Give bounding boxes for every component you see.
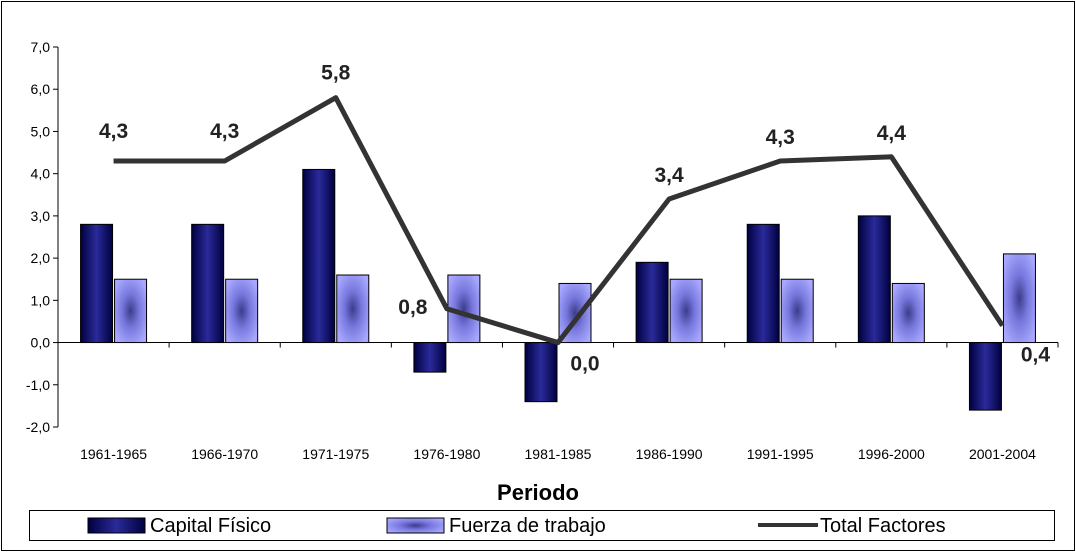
y-tick-label: 1,0 bbox=[31, 292, 51, 308]
x-tick-label: 1991-1995 bbox=[747, 446, 814, 462]
bar-capital-fisico bbox=[635, 261, 669, 344]
y-tick-label: 3,0 bbox=[31, 208, 51, 224]
legend-swatch-capital bbox=[87, 517, 146, 534]
x-tick-label: 1981-1985 bbox=[525, 446, 592, 462]
bar-capital-fisico bbox=[968, 342, 1002, 411]
bar-capital-fisico bbox=[80, 223, 114, 344]
data-label-total-factores: 4,4 bbox=[877, 122, 907, 145]
axis-layer: -2,0 -1,0 0,0 1,0 2,0 3,0 4,0 5,0 6,0 7,0 1961-196… bbox=[26, 39, 1059, 462]
line-layer bbox=[113, 95, 1005, 346]
x-axis-title: Periodo bbox=[497, 480, 579, 505]
x-tick-label: 1996-2000 bbox=[858, 446, 925, 462]
y-tick-label: 0,0 bbox=[31, 335, 51, 351]
y-tick-label: 6,0 bbox=[31, 81, 51, 97]
labels-layer: 4,3 4,3 5,8 0,8 0,0 3,4 4,3 4,4 0,4 bbox=[99, 62, 1050, 376]
data-label-total-factores: 5,8 bbox=[321, 62, 351, 85]
y-tick-label: 7,0 bbox=[31, 39, 51, 55]
bar-capital-fisico bbox=[191, 223, 225, 344]
bar-fuerza-de-trabajo bbox=[780, 278, 814, 344]
data-label-total-factores: 0,4 bbox=[1021, 344, 1051, 367]
bar-capital-fisico bbox=[857, 215, 891, 344]
bar-fuerza-de-trabajo bbox=[336, 274, 370, 344]
x-tick-label: 1971-1975 bbox=[302, 446, 369, 462]
data-label-total-factores: 4,3 bbox=[99, 120, 128, 143]
x-tick-label: 2001-2004 bbox=[969, 446, 1036, 462]
x-tick-label: 1966-1970 bbox=[191, 446, 258, 462]
y-tick-label: 2,0 bbox=[31, 250, 51, 266]
bar-capital-fisico bbox=[413, 342, 447, 373]
data-label-total-factores: 3,4 bbox=[655, 164, 685, 187]
x-tick-label: 1986-1990 bbox=[636, 446, 703, 462]
bars-layer bbox=[80, 168, 1036, 411]
data-label-total-factores: 4,3 bbox=[210, 120, 239, 143]
y-tick-label: 4,0 bbox=[31, 166, 51, 182]
legend-label-total: Total Factores bbox=[820, 515, 946, 537]
x-tick-label: 1961-1965 bbox=[80, 446, 147, 462]
legend-swatch-trabajo bbox=[386, 517, 445, 534]
legend-box bbox=[29, 510, 1055, 541]
bar-fuerza-de-trabajo bbox=[225, 278, 259, 344]
bar-fuerza-de-trabajo bbox=[114, 278, 148, 344]
legend-label-trabajo: Fuerza de trabajo bbox=[449, 515, 606, 537]
bar-capital-fisico bbox=[524, 342, 558, 403]
data-label-total-factores: 0,0 bbox=[570, 353, 599, 376]
x-tick-label: 1976-1980 bbox=[413, 446, 480, 462]
bar-fuerza-de-trabajo bbox=[669, 278, 703, 344]
y-tick-label: -1,0 bbox=[26, 377, 50, 393]
legend: Capital Físico Fuerza de trabajo Total F… bbox=[29, 510, 1055, 541]
y-tick-label: 5,0 bbox=[31, 123, 51, 139]
bar-capital-fisico bbox=[746, 223, 780, 344]
data-label-total-factores: 0,8 bbox=[398, 296, 428, 319]
line-total-factores bbox=[113, 95, 1005, 346]
y-tick-label: -2,0 bbox=[26, 419, 50, 435]
data-label-total-factores: 4,3 bbox=[766, 126, 795, 149]
bar-fuerza-de-trabajo bbox=[1002, 253, 1036, 344]
bar-fuerza-de-trabajo bbox=[891, 282, 925, 344]
bar-capital-fisico bbox=[302, 168, 336, 344]
legend-label-capital: Capital Físico bbox=[150, 515, 271, 537]
